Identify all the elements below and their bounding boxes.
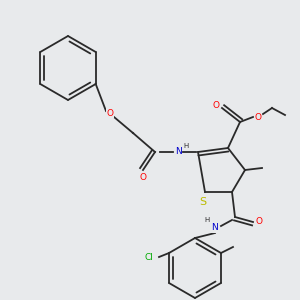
Text: S: S: [200, 197, 207, 207]
Text: O: O: [140, 172, 146, 182]
Text: Cl: Cl: [145, 254, 154, 262]
Text: N: N: [212, 224, 218, 232]
Text: O: O: [254, 112, 262, 122]
Text: O: O: [106, 109, 113, 118]
Text: O: O: [212, 101, 220, 110]
Text: N: N: [175, 148, 182, 157]
Text: H: H: [204, 217, 210, 223]
Text: H: H: [183, 143, 189, 149]
Text: O: O: [256, 218, 262, 226]
